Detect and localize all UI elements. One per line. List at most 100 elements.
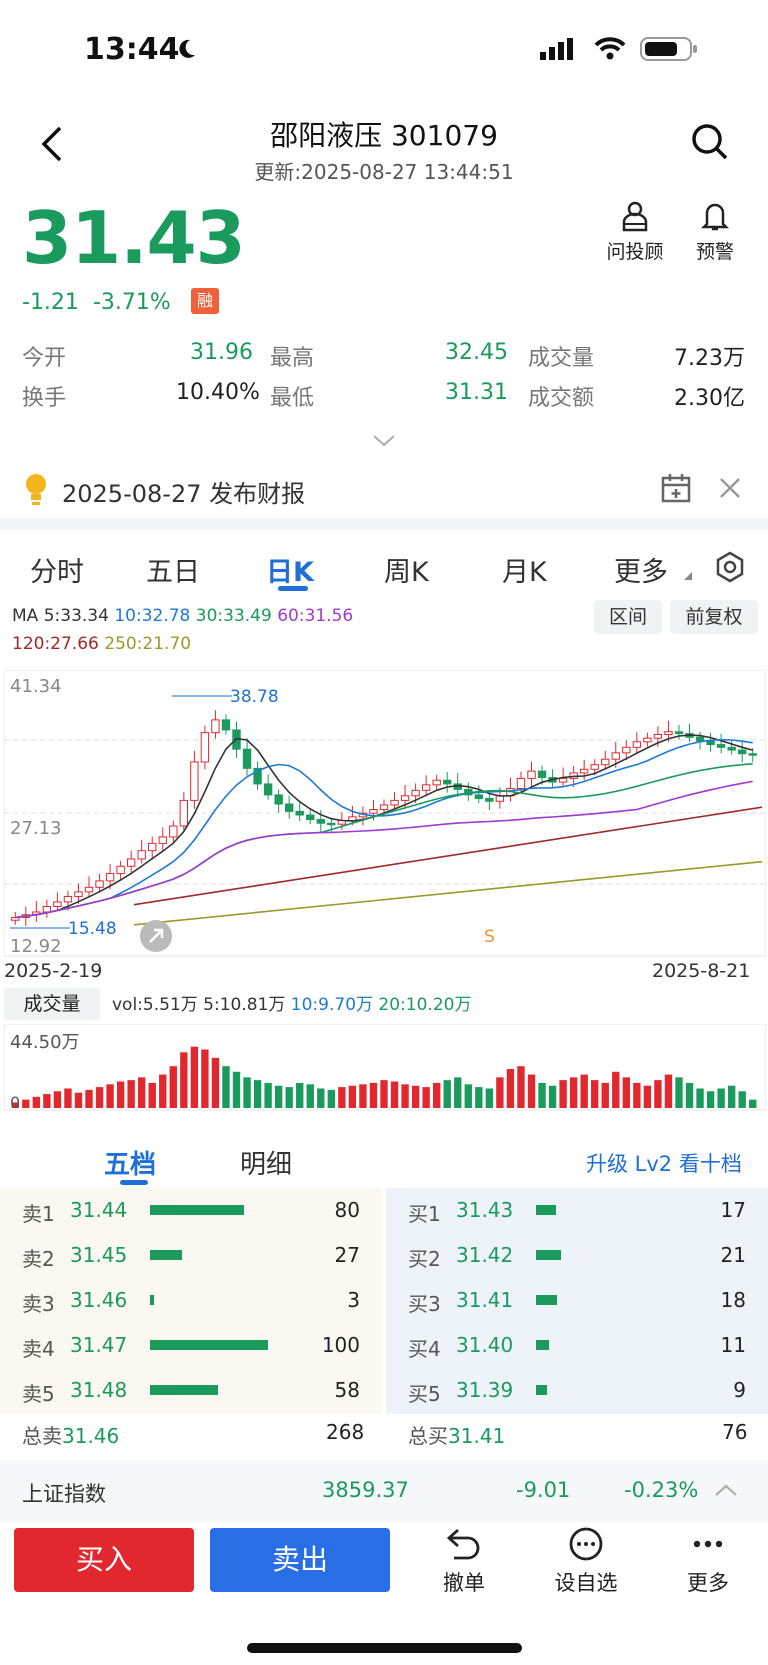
volume-bar bbox=[485, 1088, 494, 1108]
volume-bar bbox=[22, 1099, 30, 1108]
tab-five-levels[interactable]: 五档 bbox=[104, 1150, 157, 1180]
candle bbox=[527, 770, 536, 779]
candle bbox=[116, 865, 125, 875]
buy-row[interactable]: 买1 31.43 17 bbox=[386, 1188, 768, 1233]
cancel-order-button[interactable]: 撤单 bbox=[424, 1526, 504, 1597]
tab-details[interactable]: 明细 bbox=[240, 1150, 293, 1180]
volume-bar bbox=[464, 1084, 472, 1108]
sell-level-label: 卖2 bbox=[22, 1247, 55, 1271]
index-name: 上证指数 bbox=[22, 1482, 106, 1506]
watchlist-button[interactable]: 设自选 bbox=[546, 1526, 626, 1597]
volume-bar bbox=[317, 1088, 325, 1108]
total-buy-price: 31.41 bbox=[448, 1424, 506, 1448]
sell-row[interactable]: 卖5 31.48 58 bbox=[0, 1368, 382, 1413]
volume-bar bbox=[411, 1085, 420, 1108]
close-icon[interactable] bbox=[718, 476, 742, 500]
sell-level-qty: 58 bbox=[334, 1378, 360, 1402]
buy-level-label: 买5 bbox=[408, 1382, 441, 1406]
buy-volume-bar bbox=[536, 1340, 549, 1350]
alert-button[interactable]: 预警 bbox=[680, 200, 750, 264]
buy-row[interactable]: 买3 31.41 18 bbox=[386, 1278, 768, 1323]
stat-value: 7.23万 bbox=[674, 346, 745, 371]
total-sell: 总卖31.46 bbox=[22, 1420, 119, 1449]
volume-bar bbox=[127, 1080, 135, 1108]
ma5-line bbox=[15, 734, 753, 919]
buy-level-price: 31.42 bbox=[456, 1243, 514, 1267]
tab-weekly-k[interactable]: 周K bbox=[384, 557, 429, 588]
index-change-percent: -0.23% bbox=[624, 1478, 699, 1502]
volume-bar bbox=[64, 1088, 72, 1108]
volume-bar bbox=[169, 1066, 177, 1108]
sell-volume-bar bbox=[150, 1250, 182, 1260]
tab-monthly-k[interactable]: 月K bbox=[502, 557, 547, 588]
sell-row[interactable]: 卖2 31.45 27 bbox=[0, 1233, 382, 1278]
calendar-icon[interactable] bbox=[660, 472, 692, 504]
volume-bar bbox=[633, 1082, 641, 1108]
buy-volume-bar bbox=[536, 1385, 547, 1395]
volume-bar bbox=[369, 1082, 378, 1108]
ma250-value: 250:21.70 bbox=[104, 634, 192, 654]
candle bbox=[674, 731, 684, 735]
sell-row[interactable]: 卖1 31.44 80 bbox=[0, 1188, 382, 1233]
sell-row[interactable]: 卖4 31.47 100 bbox=[0, 1323, 382, 1368]
tab-five-day[interactable]: 五日 bbox=[146, 557, 200, 588]
expand-chevron-icon[interactable] bbox=[372, 434, 396, 448]
advisor-button[interactable]: 问投顾 bbox=[600, 200, 670, 264]
stat-label: 换手 bbox=[22, 386, 67, 411]
margin-badge: 融 bbox=[191, 288, 219, 314]
header: 邵阳液压 301079 更新:2025-08-27 13:44:51 bbox=[0, 100, 768, 190]
battery-icon bbox=[640, 37, 697, 61]
high-marker: 38.78 bbox=[230, 687, 279, 707]
buy-row[interactable]: 买4 31.40 11 bbox=[386, 1323, 768, 1368]
index-bar[interactable]: 上证指数 3859.37 -9.01 -0.23% bbox=[0, 1460, 768, 1522]
volume-bar bbox=[717, 1088, 725, 1108]
buy-orders: 买1 31.43 17 买2 31.42 21 买3 31.41 18 买4 31.40 11 买5 31… bbox=[386, 1188, 768, 1414]
low-marker: 15.48 bbox=[68, 919, 117, 939]
more-button[interactable]: 更多 bbox=[668, 1526, 748, 1597]
candle bbox=[42, 906, 52, 913]
volume-bar bbox=[727, 1085, 736, 1108]
volume-chart[interactable]: 44.50万 0 bbox=[4, 1024, 766, 1112]
back-icon[interactable] bbox=[38, 124, 64, 164]
range-button[interactable]: 区间 bbox=[594, 600, 662, 634]
vol20-value: 20:10.20万 bbox=[378, 995, 472, 1015]
moon-icon bbox=[179, 39, 195, 58]
tab-daily-k[interactable]: 日K bbox=[266, 557, 314, 588]
sell-button[interactable]: 卖出 bbox=[210, 1528, 390, 1592]
volume-bar bbox=[506, 1068, 515, 1108]
chevron-up-icon[interactable] bbox=[714, 1482, 738, 1498]
candle bbox=[190, 761, 199, 801]
tab-timeshare[interactable]: 分时 bbox=[30, 557, 84, 588]
volume-bar bbox=[201, 1049, 209, 1108]
candle bbox=[274, 794, 283, 805]
earnings-notice[interactable]: 2025-08-27 发布财报 bbox=[0, 460, 768, 516]
vol10-value: 10:9.70万 bbox=[290, 995, 374, 1015]
bell-icon bbox=[700, 203, 730, 231]
volume-bar bbox=[211, 1057, 220, 1108]
upgrade-link[interactable]: 升级 Lv2 看十档 bbox=[586, 1152, 742, 1176]
sell-row[interactable]: 卖3 31.46 3 bbox=[0, 1278, 382, 1323]
buy-volume-bar bbox=[536, 1205, 556, 1215]
tab-more[interactable]: 更多 bbox=[614, 557, 668, 588]
buy-row[interactable]: 买2 31.42 21 bbox=[386, 1233, 768, 1278]
search-icon[interactable] bbox=[690, 122, 730, 162]
index-value: 3859.37 bbox=[322, 1478, 409, 1502]
candle bbox=[390, 799, 399, 806]
volume-bar bbox=[517, 1066, 525, 1108]
sell-volume-bar bbox=[150, 1295, 154, 1305]
change-value: -1.21 bbox=[22, 290, 79, 315]
volume-indicator-selector[interactable]: 成交量 bbox=[4, 988, 100, 1020]
sell-level-qty: 27 bbox=[334, 1243, 360, 1267]
volume-bar bbox=[696, 1088, 704, 1108]
settings-icon[interactable] bbox=[713, 550, 747, 584]
candle bbox=[53, 901, 62, 908]
buy-row[interactable]: 买5 31.39 9 bbox=[386, 1368, 768, 1413]
adjust-button[interactable]: 前复权 bbox=[670, 600, 758, 634]
candle bbox=[748, 753, 757, 756]
volume-bar bbox=[706, 1091, 715, 1108]
ma10-value: 10:32.78 bbox=[114, 606, 191, 626]
kline-chart[interactable]: 41.34 27.13 12.92 38.78 15.48 S bbox=[4, 670, 766, 958]
buy-button[interactable]: 买入 bbox=[14, 1528, 194, 1592]
total-buy-label: 总买 bbox=[408, 1424, 448, 1448]
advisor-icon bbox=[622, 201, 648, 232]
